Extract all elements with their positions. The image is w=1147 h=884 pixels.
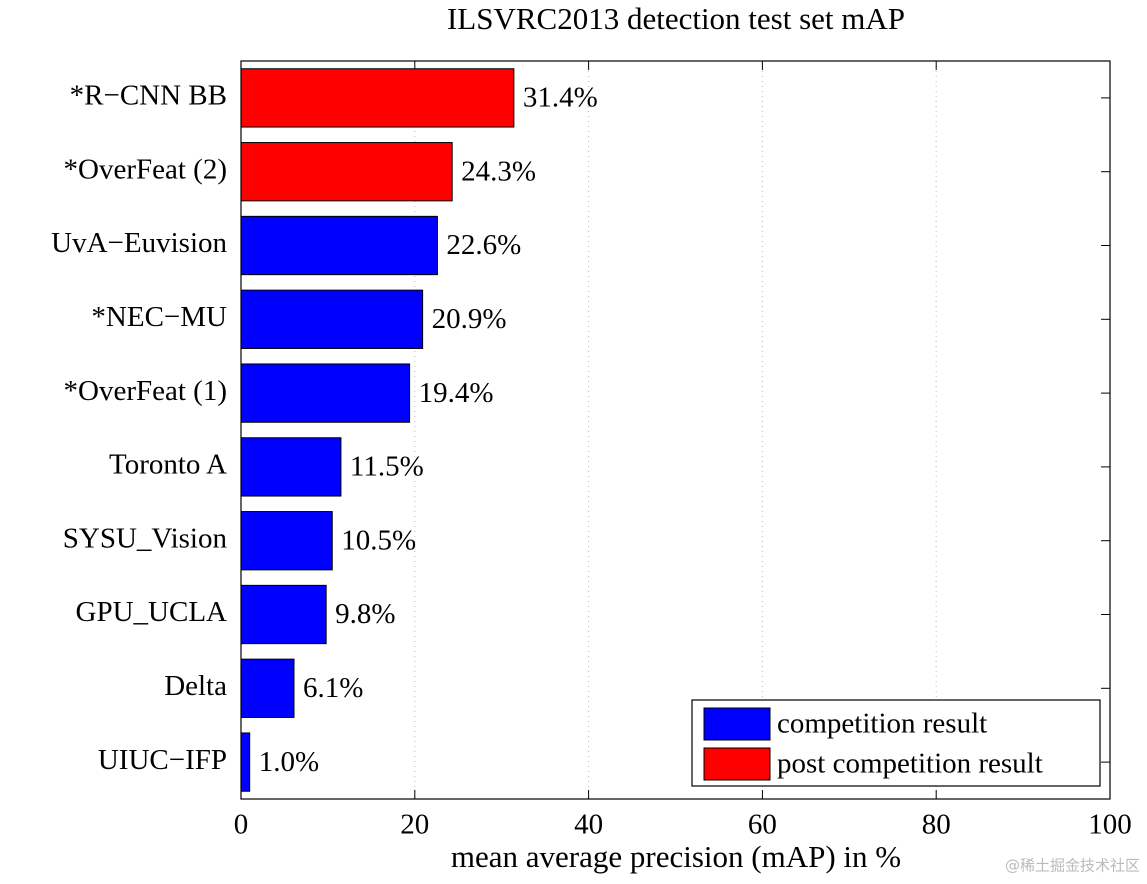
bar bbox=[240, 732, 251, 792]
bar bbox=[240, 511, 333, 571]
x-tick-label: 100 bbox=[1088, 809, 1132, 841]
y-tick-label: UvA−Euvision bbox=[51, 227, 227, 259]
value-label: 24.3% bbox=[461, 155, 536, 187]
bar bbox=[240, 658, 295, 718]
x-tick-label: 60 bbox=[748, 809, 777, 841]
value-label: 20.9% bbox=[432, 303, 507, 335]
x-tick-label: 0 bbox=[234, 809, 249, 841]
x-axis-label: mean average precision (mAP) in % bbox=[451, 839, 901, 874]
y-tick-label: *R−CNN BB bbox=[70, 80, 227, 112]
x-tick-label: 80 bbox=[922, 809, 951, 841]
bar bbox=[240, 363, 411, 423]
legend-label: post competition result bbox=[777, 748, 1043, 780]
bar bbox=[240, 215, 438, 276]
value-label: 22.6% bbox=[446, 229, 521, 261]
bar bbox=[240, 68, 515, 128]
y-tick-label: *NEC−MU bbox=[91, 301, 227, 333]
legend-swatch bbox=[703, 747, 771, 781]
chart-title: ILSVRC2013 detection test set mAP bbox=[447, 1, 905, 36]
bar bbox=[240, 584, 327, 645]
legend-swatch bbox=[703, 707, 771, 741]
y-tick-label: *OverFeat (2) bbox=[64, 153, 227, 185]
y-tick-label: GPU_UCLA bbox=[76, 596, 228, 628]
bar bbox=[240, 289, 424, 349]
y-tick-label: *OverFeat (1) bbox=[64, 375, 227, 407]
value-label: 10.5% bbox=[341, 524, 416, 556]
y-tick-label: Toronto A bbox=[109, 449, 227, 481]
bar bbox=[240, 142, 453, 202]
value-label: 11.5% bbox=[350, 451, 424, 483]
y-tick-label: UIUC−IFP bbox=[98, 744, 227, 776]
watermark: @稀土掘金技术社区 bbox=[1005, 857, 1140, 875]
value-label: 31.4% bbox=[523, 82, 598, 114]
x-tick-label: 20 bbox=[400, 809, 429, 841]
bar bbox=[240, 437, 342, 497]
x-tick-label: 40 bbox=[574, 809, 603, 841]
y-tick-label: SYSU_Vision bbox=[63, 522, 228, 554]
y-tick-label: Delta bbox=[164, 670, 227, 702]
value-label: 19.4% bbox=[419, 377, 494, 409]
value-label: 9.8% bbox=[335, 598, 395, 630]
plot-frame bbox=[240, 60, 1111, 800]
value-label: 1.0% bbox=[259, 746, 319, 778]
legend-label: competition result bbox=[777, 708, 987, 740]
value-label: 6.1% bbox=[303, 672, 363, 704]
